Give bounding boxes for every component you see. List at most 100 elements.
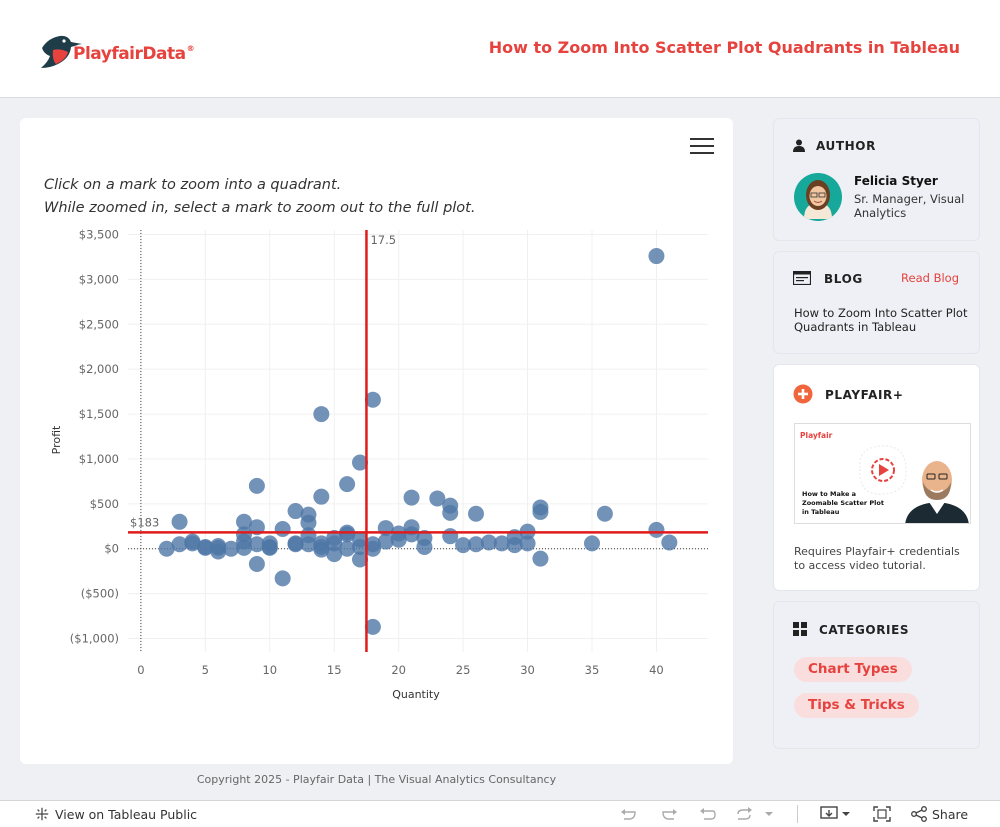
reference-x-label: 17.5 xyxy=(370,233,396,247)
categories-heading: CATEGORIES xyxy=(819,623,910,637)
scatter-point[interactable] xyxy=(480,534,497,551)
category-tips-tricks[interactable]: Tips & Tricks xyxy=(794,693,919,718)
chevron-down-icon[interactable] xyxy=(763,806,775,822)
x-tick-label: 10 xyxy=(262,663,277,677)
scatter-point[interactable] xyxy=(364,618,381,635)
scatter-point[interactable] xyxy=(442,504,459,521)
scatter-point[interactable] xyxy=(352,551,368,568)
scatter-point[interactable] xyxy=(287,536,304,553)
scatter-point[interactable] xyxy=(300,536,317,553)
brand-name[interactable]: PlayfairData® xyxy=(73,44,195,64)
scatter-point[interactable] xyxy=(493,535,510,552)
scatter-point[interactable] xyxy=(352,538,368,555)
scatter-point[interactable] xyxy=(236,513,252,530)
scatter-point[interactable] xyxy=(171,536,188,553)
scatter-point[interactable] xyxy=(274,570,291,587)
scatter-point[interactable] xyxy=(339,526,356,543)
share-button[interactable]: Share xyxy=(932,807,969,822)
scatter-point[interactable] xyxy=(339,540,356,557)
scatter-point[interactable] xyxy=(223,540,240,557)
instruction-line-1: Click on a mark to zoom into a quadrant. xyxy=(44,177,342,193)
scatter-point[interactable] xyxy=(506,537,523,554)
video-thumbnail[interactable]: Playfair How to Make a Zoomable Scatter … xyxy=(794,423,971,524)
scatter-point[interactable] xyxy=(648,521,665,538)
scatter-point[interactable] xyxy=(248,477,265,494)
scatter-point[interactable] xyxy=(429,490,446,507)
scatter-point[interactable] xyxy=(274,520,291,537)
scatter-plot[interactable]: $3,500 $3,000 $2,500 $2,000 $1,500 $1,000 $500… xyxy=(0,0,753,764)
y-tick-label: $3,500 xyxy=(79,227,119,241)
play-button-icon[interactable] xyxy=(850,438,916,504)
x-tick-label: 5 xyxy=(202,663,209,677)
share-icon[interactable] xyxy=(910,806,928,822)
scatter-point[interactable] xyxy=(661,534,678,551)
scatter-point[interactable] xyxy=(210,539,227,556)
x-tick-label: 35 xyxy=(585,663,600,677)
scatter-points xyxy=(158,248,678,635)
scatter-point[interactable] xyxy=(468,505,484,522)
scatter-point[interactable] xyxy=(403,526,420,543)
scatter-point[interactable] xyxy=(287,503,304,520)
x-tick-label: 15 xyxy=(327,663,342,677)
scatter-point[interactable] xyxy=(313,488,330,505)
scatter-point[interactable] xyxy=(390,531,407,548)
y-tick-label: ($500) xyxy=(81,587,119,601)
download-icon[interactable] xyxy=(820,806,850,822)
y-axis-ticks: $3,500 $3,000 $2,500 $2,000 $1,500 $1,000 $500… xyxy=(70,227,119,645)
scatter-point[interactable] xyxy=(519,535,536,552)
scatter-point[interactable] xyxy=(248,556,265,573)
scatter-point[interactable] xyxy=(455,537,472,554)
tableau-logo-icon[interactable] xyxy=(33,806,51,822)
read-blog-link[interactable]: Read Blog xyxy=(901,271,959,285)
hamburger-icon[interactable] xyxy=(690,138,714,156)
grid-icon xyxy=(793,622,807,636)
scatter-point[interactable] xyxy=(352,454,368,471)
scatter-point[interactable] xyxy=(313,541,330,558)
view-on-tableau-public-link[interactable]: View on Tableau Public xyxy=(55,807,198,822)
page-title: How to Zoom Into Scatter Plot Quadrants … xyxy=(488,38,960,57)
refresh-icon[interactable] xyxy=(735,806,753,822)
scatter-point[interactable] xyxy=(184,533,201,550)
scatter-point[interactable] xyxy=(158,540,175,557)
scatter-point[interactable] xyxy=(532,550,549,567)
x-tick-label: 40 xyxy=(649,663,664,677)
scatter-point[interactable] xyxy=(403,489,420,506)
scatter-point[interactable] xyxy=(584,535,600,552)
reference-y-label: $183 xyxy=(130,515,159,529)
thumbnail-brand: Playfair xyxy=(800,431,833,440)
scatter-point[interactable] xyxy=(248,536,265,553)
kingfisher-logo-icon[interactable] xyxy=(38,28,198,72)
playfair-plus-heading: PLAYFAIR+ xyxy=(825,388,904,402)
scatter-point[interactable] xyxy=(313,406,330,423)
blog-title: How to Zoom Into Scatter Plot Quadrants … xyxy=(794,306,968,334)
revert-icon[interactable] xyxy=(699,806,717,822)
scatter-point[interactable] xyxy=(326,546,343,563)
categories-card: CATEGORIES Chart Types Tips & Tricks xyxy=(773,601,980,749)
scatter-point[interactable] xyxy=(596,505,613,522)
tableau-toolbar: View on Tableau Public Share xyxy=(0,800,1000,827)
scatter-point[interactable] xyxy=(532,503,549,520)
scatter-point[interactable] xyxy=(236,539,252,556)
y-tick-label: $1,000 xyxy=(79,452,119,466)
scatter-point[interactable] xyxy=(197,538,214,555)
fullscreen-icon[interactable] xyxy=(873,806,891,822)
scatter-point[interactable] xyxy=(442,528,459,545)
y-tick-label: $1,500 xyxy=(79,407,119,421)
scatter-point[interactable] xyxy=(171,513,188,530)
x-tick-label: 25 xyxy=(456,663,471,677)
scatter-point[interactable] xyxy=(261,539,278,556)
scatter-point[interactable] xyxy=(364,391,381,408)
scatter-point[interactable] xyxy=(416,538,433,555)
plus-circle-icon xyxy=(793,384,813,404)
scatter-point[interactable] xyxy=(377,533,394,550)
scatter-point[interactable] xyxy=(468,536,484,553)
redo-icon[interactable] xyxy=(660,806,678,822)
undo-icon[interactable] xyxy=(620,806,638,822)
category-chart-types[interactable]: Chart Types xyxy=(794,657,912,682)
scatter-point[interactable] xyxy=(300,514,317,531)
instruction-line-2: While zoomed in, select a mark to zoom o… xyxy=(44,200,476,216)
scatter-point[interactable] xyxy=(364,540,381,557)
scatter-point[interactable] xyxy=(648,248,665,265)
scatter-point[interactable] xyxy=(339,476,356,493)
y-tick-label: $2,000 xyxy=(79,362,119,376)
